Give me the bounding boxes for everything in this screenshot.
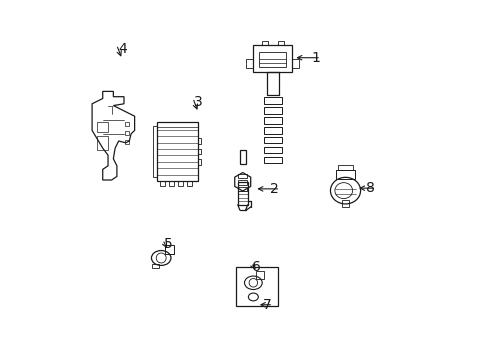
Text: 3: 3: [194, 95, 203, 109]
Bar: [261, 41, 267, 45]
Bar: [263, 157, 282, 163]
Bar: [263, 107, 282, 114]
Text: 1: 1: [310, 51, 319, 65]
Bar: [238, 174, 247, 178]
Bar: [152, 264, 159, 268]
Bar: [259, 53, 286, 67]
Bar: [292, 59, 299, 68]
Bar: [186, 180, 191, 186]
Bar: [164, 245, 173, 254]
Bar: [153, 126, 157, 177]
Bar: [263, 147, 282, 153]
Bar: [256, 271, 264, 279]
Text: 4: 4: [118, 42, 126, 56]
Bar: [160, 180, 165, 186]
Bar: [197, 159, 201, 165]
Bar: [237, 182, 247, 205]
Text: 2: 2: [270, 182, 279, 196]
Text: 6: 6: [252, 260, 261, 274]
Bar: [238, 180, 247, 185]
Text: 8: 8: [365, 181, 374, 195]
Bar: [124, 140, 129, 144]
Bar: [341, 200, 348, 207]
Text: 5: 5: [163, 237, 172, 251]
Bar: [97, 122, 108, 132]
Bar: [124, 122, 129, 126]
Bar: [238, 187, 247, 191]
Bar: [97, 136, 108, 150]
Bar: [335, 170, 354, 179]
Bar: [197, 149, 201, 154]
Bar: [338, 165, 352, 170]
Bar: [240, 150, 245, 164]
Bar: [263, 98, 282, 104]
Bar: [124, 131, 129, 135]
Bar: [157, 122, 197, 181]
Bar: [178, 180, 183, 186]
Bar: [253, 45, 292, 72]
Bar: [263, 127, 282, 134]
Bar: [235, 267, 278, 306]
Bar: [263, 137, 282, 144]
Bar: [277, 41, 284, 45]
Bar: [266, 72, 278, 95]
Bar: [246, 59, 253, 68]
Bar: [169, 180, 174, 186]
Bar: [263, 117, 282, 123]
Bar: [197, 138, 201, 144]
Text: 7: 7: [263, 298, 271, 312]
